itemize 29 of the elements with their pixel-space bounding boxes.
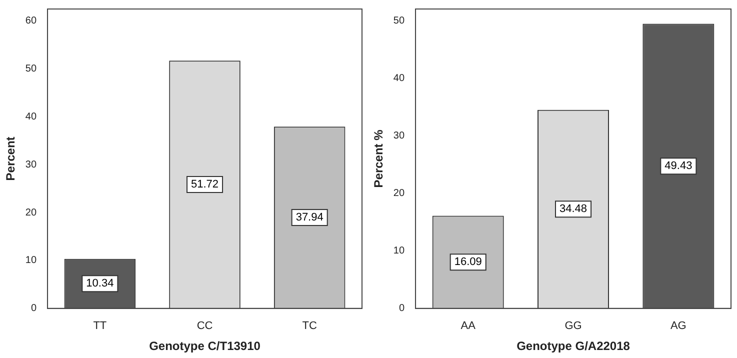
y-tick-label: 40 [393,72,405,84]
y-tick-label: 10 [393,246,405,257]
y-axis-title: Percent [4,136,18,181]
data-label: 37.94 [296,212,324,224]
x-axis-title: Genotype G/A22018 [516,339,630,354]
data-label: 16.09 [454,256,482,268]
data-label: 51.72 [190,178,219,191]
y-tick-label: 40 [25,112,37,123]
y-tick-label: 0 [30,303,37,314]
x-tick-label: TT [93,320,107,332]
x-tick-label: GG [564,320,582,332]
data-label: 10.34 [86,278,114,290]
x-tick-label: AG [670,320,686,332]
x-axis-title: Genotype C/T13910 [149,339,261,354]
y-tick-label: 50 [25,64,37,75]
y-tick-label: 10 [25,255,37,266]
y-tick-label: 60 [25,16,37,27]
y-tick-label: 20 [393,188,405,199]
data-label: 49.43 [664,160,692,172]
x-tick-label: AA [460,320,476,332]
y-tick-label: 50 [393,15,405,26]
y-tick-label: 20 [25,207,37,218]
y-tick-label: 0 [398,303,405,314]
y-tick-label: 30 [25,159,37,170]
y-tick-label: 30 [393,130,405,142]
data-label: 34.48 [559,203,588,216]
x-tick-label: TC [302,320,317,332]
x-tick-label: CC [196,320,213,332]
y-axis-title: Percent % [372,129,386,188]
